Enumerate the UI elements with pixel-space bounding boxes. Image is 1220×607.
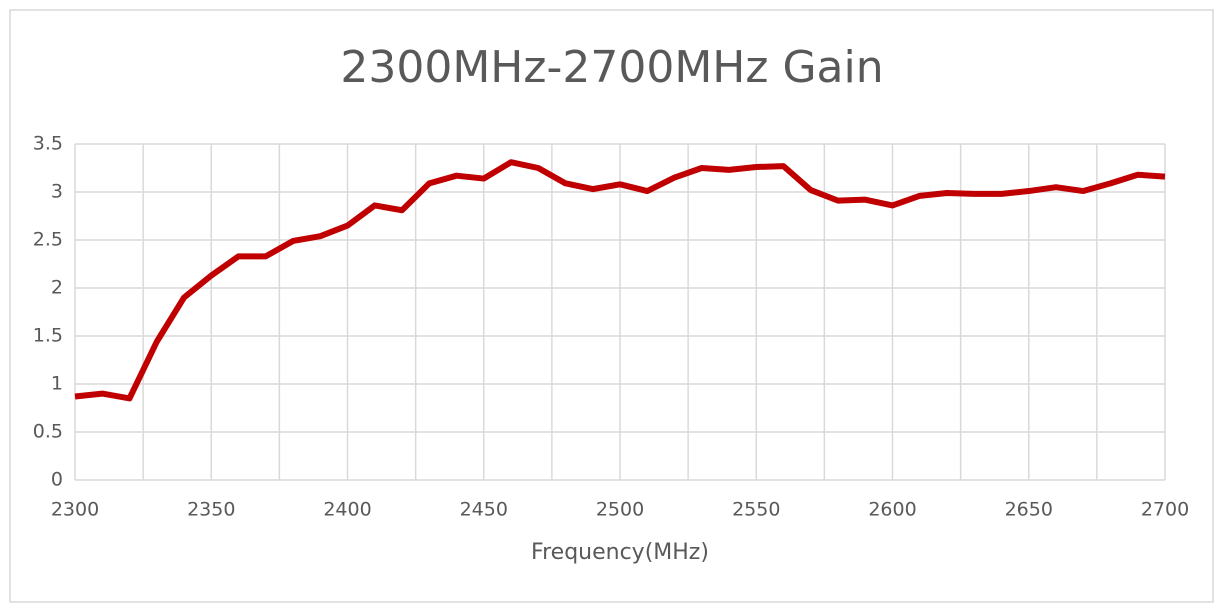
x-tick-label: 2300 bbox=[51, 499, 99, 521]
y-tick-label: 1 bbox=[51, 373, 63, 395]
data-line bbox=[74, 159, 1166, 402]
y-tick-label: 3 bbox=[51, 181, 63, 203]
x-axis-label: Frequency(MHz) bbox=[531, 540, 709, 565]
x-tick-label: 2450 bbox=[460, 499, 508, 521]
x-tick-label: 2650 bbox=[1005, 499, 1053, 521]
x-tick-label: 2550 bbox=[732, 499, 780, 521]
x-tick-label: 2600 bbox=[868, 499, 916, 521]
y-tick-label: 2.5 bbox=[33, 229, 63, 251]
x-tick-label: 2400 bbox=[323, 499, 371, 521]
y-tick-label: 0 bbox=[51, 469, 63, 491]
x-tick-label: 2350 bbox=[187, 499, 235, 521]
y-tick-label: 0.5 bbox=[33, 421, 63, 443]
y-tick-label: 1.5 bbox=[33, 325, 63, 347]
x-tick-label: 2700 bbox=[1141, 499, 1189, 521]
y-tick-label: 3.5 bbox=[33, 133, 63, 155]
x-tick-label: 2500 bbox=[596, 499, 644, 521]
chart-title: 2300MHz-2700MHz Gain bbox=[340, 42, 883, 93]
y-tick-label: 2 bbox=[51, 277, 63, 299]
